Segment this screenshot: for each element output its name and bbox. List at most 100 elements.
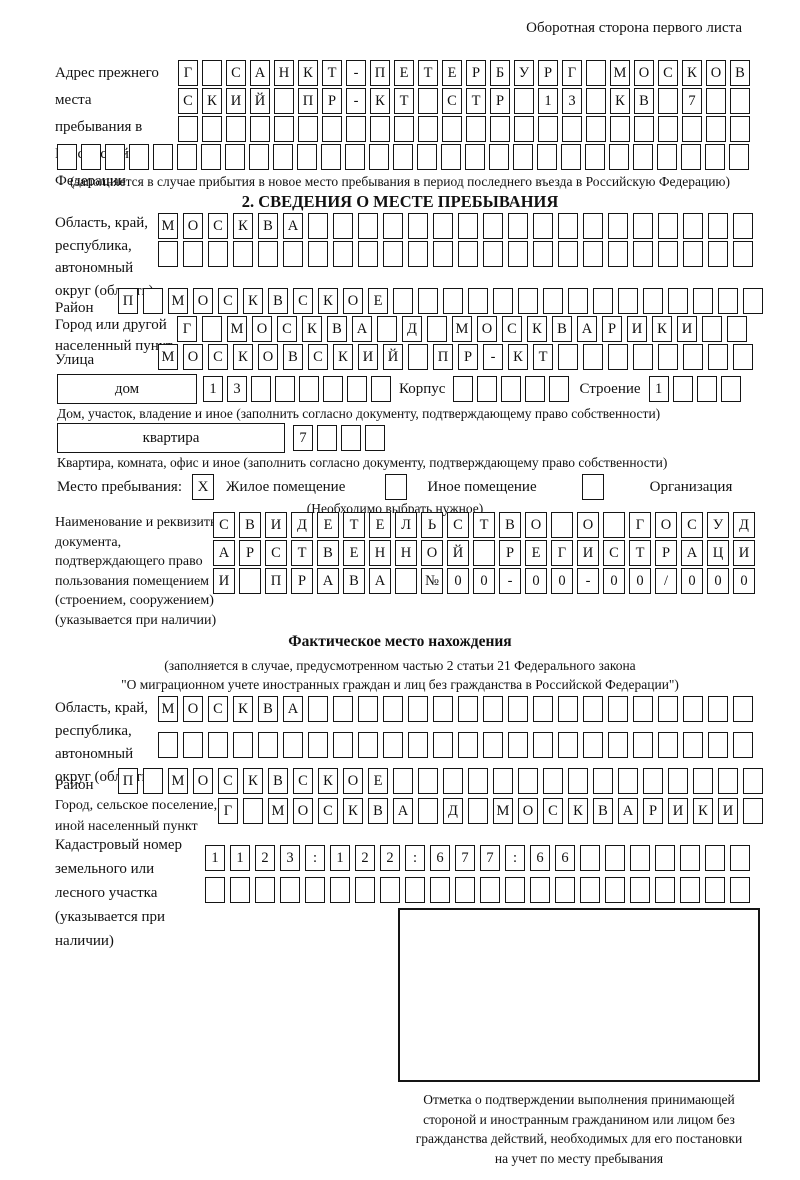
char-box: К bbox=[233, 344, 253, 370]
char-box: И bbox=[718, 798, 738, 824]
char-box bbox=[208, 732, 228, 758]
char-box bbox=[657, 144, 677, 170]
char-box bbox=[153, 144, 173, 170]
char-box: В bbox=[499, 512, 521, 538]
char-box bbox=[608, 696, 628, 722]
char-box: С bbox=[442, 88, 462, 114]
char-box bbox=[178, 116, 198, 142]
char-box bbox=[383, 696, 403, 722]
char-box: О bbox=[252, 316, 272, 342]
char-box bbox=[743, 798, 763, 824]
char-box bbox=[708, 732, 728, 758]
char-box bbox=[369, 144, 389, 170]
char-box: Е bbox=[525, 540, 547, 566]
char-box: А bbox=[213, 540, 235, 566]
char-box bbox=[489, 144, 509, 170]
char-box: С bbox=[293, 768, 313, 794]
char-box: 0 bbox=[681, 568, 703, 594]
char-box: 6 bbox=[555, 845, 575, 871]
char-box bbox=[730, 88, 750, 114]
char-box: К bbox=[333, 344, 353, 370]
char-box bbox=[549, 376, 570, 402]
char-box bbox=[225, 144, 245, 170]
char-box bbox=[609, 144, 629, 170]
char-box bbox=[730, 877, 750, 903]
char-box bbox=[733, 696, 753, 722]
char-box bbox=[201, 144, 221, 170]
char-box bbox=[608, 732, 628, 758]
char-box bbox=[365, 425, 385, 451]
char-box bbox=[633, 241, 653, 267]
char-box: П bbox=[265, 568, 287, 594]
char-box bbox=[333, 213, 353, 239]
char-box: П bbox=[370, 60, 390, 86]
char-box bbox=[308, 213, 328, 239]
char-box: О bbox=[525, 512, 547, 538]
char-box bbox=[580, 877, 600, 903]
char-box: А bbox=[577, 316, 597, 342]
char-box: Й bbox=[383, 344, 403, 370]
char-box: В bbox=[258, 213, 278, 239]
char-box bbox=[273, 144, 293, 170]
char-box bbox=[321, 144, 341, 170]
char-box bbox=[706, 116, 726, 142]
char-box bbox=[408, 241, 428, 267]
char-box bbox=[408, 213, 428, 239]
char-box bbox=[408, 732, 428, 758]
char-box bbox=[330, 877, 350, 903]
char-box: И bbox=[213, 568, 235, 594]
char-box: 3 bbox=[562, 88, 582, 114]
char-box: Н bbox=[274, 60, 294, 86]
char-box bbox=[708, 213, 728, 239]
stay-option-residential-label: Жилое помещение bbox=[226, 478, 346, 495]
char-box bbox=[668, 288, 688, 314]
char-box bbox=[562, 116, 582, 142]
char-box: П bbox=[118, 288, 138, 314]
char-box bbox=[643, 768, 663, 794]
char-box: Г bbox=[551, 540, 573, 566]
char-box bbox=[473, 540, 495, 566]
char-box: Р bbox=[655, 540, 677, 566]
char-box: Р bbox=[291, 568, 313, 594]
char-box bbox=[433, 696, 453, 722]
char-box bbox=[183, 732, 203, 758]
char-box bbox=[658, 241, 678, 267]
char-box: Й bbox=[447, 540, 469, 566]
char-box bbox=[358, 213, 378, 239]
char-box bbox=[672, 376, 693, 402]
char-box bbox=[358, 732, 378, 758]
char-box bbox=[558, 732, 578, 758]
char-box: Б bbox=[490, 60, 510, 86]
char-box: В bbox=[634, 88, 654, 114]
char-box bbox=[183, 241, 203, 267]
char-box bbox=[508, 213, 528, 239]
char-box: К bbox=[527, 316, 547, 342]
fact-title: Фактическое место нахождения bbox=[288, 633, 512, 650]
char-box: М bbox=[158, 696, 178, 722]
char-box: А bbox=[352, 316, 372, 342]
char-box bbox=[525, 376, 546, 402]
char-box: М bbox=[452, 316, 472, 342]
char-box bbox=[275, 376, 295, 402]
char-box bbox=[683, 213, 703, 239]
char-box: Р bbox=[602, 316, 622, 342]
char-box bbox=[250, 116, 270, 142]
char-box: И bbox=[226, 88, 246, 114]
char-box: О bbox=[183, 344, 203, 370]
char-box bbox=[658, 732, 678, 758]
char-box bbox=[393, 288, 413, 314]
char-box bbox=[633, 213, 653, 239]
char-box: С bbox=[218, 288, 238, 314]
char-box bbox=[458, 213, 478, 239]
char-box: М bbox=[158, 344, 178, 370]
char-box: Т bbox=[466, 88, 486, 114]
char-box bbox=[513, 144, 533, 170]
char-box bbox=[533, 696, 553, 722]
char-box bbox=[514, 88, 534, 114]
char-box: 0 bbox=[551, 568, 573, 594]
char-box bbox=[249, 144, 269, 170]
